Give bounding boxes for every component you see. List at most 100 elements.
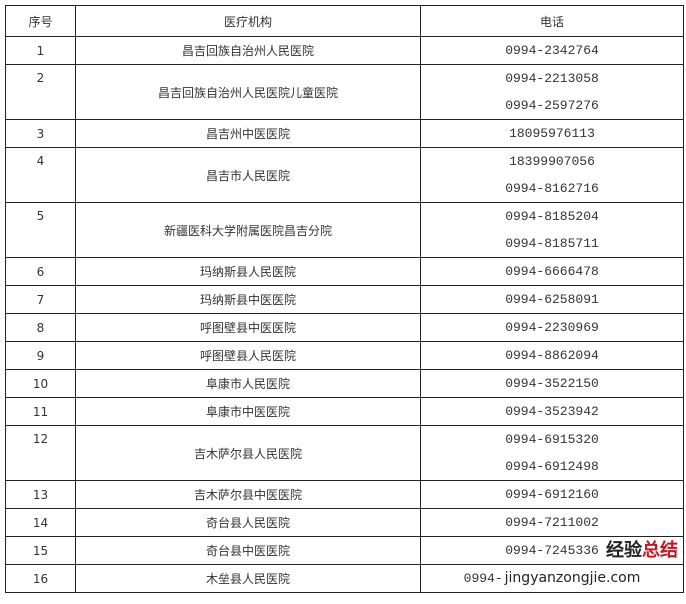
phone-number: 0994-2230969 <box>505 320 599 335</box>
phone-line: 0994-3522150 <box>421 370 683 397</box>
table-row: 3 昌吉州中医医院 18095976113 <box>5 119 684 148</box>
table-row: 13 吉木萨尔县中医医院 0994-6912160 <box>5 480 684 509</box>
phone-line: 0994-2342764 <box>421 37 683 64</box>
row-phone-cell: 0994-2230969 <box>420 313 684 342</box>
phone-number: 0994-2597276 <box>505 98 599 113</box>
row-institution: 昌吉市人民医院 <box>75 147 421 203</box>
phone-number: 0994-6258091 <box>505 292 599 307</box>
watermark-url: jingyanzongjie.com <box>504 570 641 586</box>
table-row: 5 新疆医科大学附属医院昌吉分院 0994-8185204 0994-818571… <box>5 202 684 258</box>
row-institution: 木垒县人民医院 <box>75 564 421 593</box>
row-institution: 昌吉回族自治州人民医院 <box>75 36 421 65</box>
row-phone-cell: 0994-3523942 <box>420 397 684 426</box>
row-phone-cell: 18095976113 <box>420 119 684 148</box>
row-institution: 呼图壁县中医医院 <box>75 313 421 342</box>
phone-number: 0994-8862094 <box>505 348 599 363</box>
phone-line: 0994-7211002 <box>421 509 683 536</box>
row-institution: 新疆医科大学附属医院昌吉分院 <box>75 202 421 258</box>
row-seq: 2 <box>5 64 76 120</box>
row-seq: 15 <box>5 536 76 565</box>
phone-line: 0994-8185711 <box>421 230 683 257</box>
phone-number: 0994-6915320 <box>505 432 599 447</box>
phone-number: 0994-8162716 <box>505 181 599 196</box>
row-institution: 奇台县人民医院 <box>75 508 421 537</box>
table-row: 9 呼图壁县人民医院 0994-8862094 <box>5 341 684 370</box>
table-row: 1 昌吉回族自治州人民医院 0994-2342764 <box>5 36 684 65</box>
phone-line: 0994-2230969 <box>421 314 683 341</box>
phone-line: 18399907056 <box>421 148 683 175</box>
row-phone-cell: 0994- jingyanzongjie.com <box>420 564 684 593</box>
phone-line: 0994-6258091 <box>421 286 683 313</box>
table-row: 11 阜康市中医医院 0994-3523942 <box>5 397 684 426</box>
row-phone-cell: 18399907056 0994-8162716 <box>420 147 684 203</box>
table-row: 6 玛纳斯县人民医院 0994-6666478 <box>5 257 684 286</box>
row-phone-cell: 0994-3522150 <box>420 369 684 398</box>
row-institution: 阜康市人民医院 <box>75 369 421 398</box>
row-institution: 阜康市中医医院 <box>75 397 421 426</box>
watermark-logo: 经验总结 <box>606 540 678 562</box>
row-institution: 玛纳斯县中医医院 <box>75 285 421 314</box>
table-row: 2 昌吉回族自治州人民医院儿童医院 0994-2213058 0994-25972… <box>5 64 684 120</box>
phone-number: 0994-7211002 <box>505 515 599 530</box>
phone-number: 0994-2342764 <box>505 43 599 58</box>
header-seq: 序号 <box>5 5 76 37</box>
phone-line: 0994-3523942 <box>421 398 683 425</box>
row-seq: 3 <box>5 119 76 148</box>
row-seq: 5 <box>5 202 76 258</box>
row-phone-cell: 0994-8185204 0994-8185711 <box>420 202 684 258</box>
row-institution: 吉木萨尔县中医医院 <box>75 480 421 509</box>
table-row: 4 昌吉市人民医院 18399907056 0994-8162716 <box>5 147 684 203</box>
watermark-text-red: 总结 <box>642 540 678 561</box>
row-phone-cell: 0994-7211002 <box>420 508 684 537</box>
phone-number: 18095976113 <box>509 126 595 141</box>
header-phone: 电话 <box>420 5 684 37</box>
phone-line: 0994-8162716 <box>421 175 683 202</box>
phone-number: 0994-8185204 <box>505 209 599 224</box>
phone-number: 0994- <box>463 571 503 586</box>
row-seq: 8 <box>5 313 76 342</box>
table-row: 14 奇台县人民医院 0994-7211002 <box>5 508 684 537</box>
hospital-table: 序号 医疗机构 电话 1 昌吉回族自治州人民医院 0994-2342764 2 昌… <box>5 5 684 593</box>
row-phone-cell: 0994-6915320 0994-6912498 <box>420 425 684 481</box>
row-institution: 呼图壁县人民医院 <box>75 341 421 370</box>
phone-number: 0994-6912160 <box>505 487 599 502</box>
row-institution: 吉木萨尔县人民医院 <box>75 425 421 481</box>
phone-line: 0994-7245336 <box>421 537 683 564</box>
row-seq: 7 <box>5 285 76 314</box>
table-header: 序号 医疗机构 电话 <box>5 5 684 37</box>
phone-line: 0994-6912160 <box>421 481 683 508</box>
row-institution: 昌吉州中医医院 <box>75 119 421 148</box>
phone-number: 0994-8185711 <box>505 236 599 251</box>
row-phone-cell: 0994-6666478 <box>420 257 684 286</box>
table-row: 7 玛纳斯县中医医院 0994-6258091 <box>5 285 684 314</box>
watermark-text: 经验 <box>606 540 642 561</box>
phone-line: 0994-2597276 <box>421 92 683 119</box>
table-row: 8 呼图壁县中医医院 0994-2230969 <box>5 313 684 342</box>
row-seq: 12 <box>5 425 76 481</box>
row-phone-cell: 0994-6912160 <box>420 480 684 509</box>
row-seq: 14 <box>5 508 76 537</box>
row-institution: 昌吉回族自治州人民医院儿童医院 <box>75 64 421 120</box>
row-seq: 4 <box>5 147 76 203</box>
phone-number: 0994-3522150 <box>505 376 599 391</box>
row-phone-cell: 0994-8862094 <box>420 341 684 370</box>
row-seq: 6 <box>5 257 76 286</box>
phone-line: 0994-8185204 <box>421 203 683 230</box>
phone-number: 0994-3523942 <box>505 404 599 419</box>
phone-line: 0994-6912498 <box>421 453 683 480</box>
table-row: 12 吉木萨尔县人民医院 0994-6915320 0994-6912498 <box>5 425 684 481</box>
row-seq: 10 <box>5 369 76 398</box>
phone-line: 0994-6666478 <box>421 258 683 285</box>
phone-line: 0994-8862094 <box>421 342 683 369</box>
row-seq: 9 <box>5 341 76 370</box>
phone-number: 18399907056 <box>509 154 595 169</box>
row-phone-cell: 0994-7245336 <box>420 536 684 565</box>
table-row: 15 奇台县中医医院 0994-7245336 <box>5 536 684 565</box>
phone-number: 0994-2213058 <box>505 71 599 86</box>
phone-line: 0994- jingyanzongjie.com <box>421 565 683 592</box>
row-seq: 11 <box>5 397 76 426</box>
row-seq: 16 <box>5 564 76 593</box>
row-institution: 奇台县中医医院 <box>75 536 421 565</box>
phone-number: 0994-6666478 <box>505 264 599 279</box>
table-row: 10 阜康市人民医院 0994-3522150 <box>5 369 684 398</box>
